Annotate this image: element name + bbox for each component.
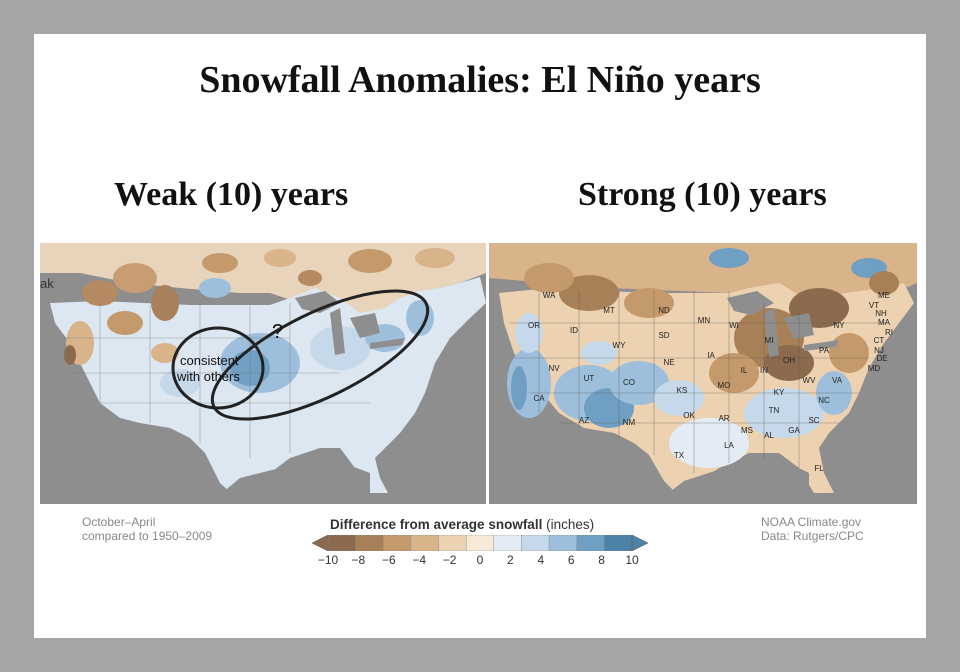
state-label-ia: IA	[707, 351, 715, 360]
state-label-mn: MN	[698, 316, 711, 325]
legend-unit: (inches)	[546, 517, 595, 532]
legend-tick-label: −6	[381, 553, 396, 567]
state-label-me: ME	[878, 291, 890, 300]
slide-title: Snowfall Anomalies: El Niño years	[199, 59, 761, 101]
state-label-az: AZ	[579, 416, 589, 425]
state-label-ct: CT	[874, 336, 885, 345]
legend-title-text: Difference from average snowfall	[330, 517, 543, 532]
legend-tick-label: −10	[317, 553, 339, 567]
state-label-md: MD	[868, 364, 881, 373]
colorbar-cell	[604, 535, 633, 551]
colorbar-cell	[465, 535, 495, 551]
state-label-de: DE	[876, 354, 887, 363]
state-label-ky: KY	[774, 388, 785, 397]
period-note: October–April compared to 1950–2009	[82, 515, 212, 543]
state-label-la: LA	[724, 441, 734, 450]
legend-tick-label: 4	[537, 553, 545, 567]
state-label-ma: MA	[878, 318, 891, 327]
state-label-va: VA	[832, 376, 843, 385]
state-label-ne: NE	[663, 358, 674, 367]
legend-tick-label: −2	[442, 553, 457, 567]
state-label-nv: NV	[548, 364, 560, 373]
source-note: NOAA Climate.gov Data: Rutgers/CPC	[761, 515, 864, 543]
state-label-ri: RI	[885, 328, 893, 337]
legend-tick-label: 0	[476, 553, 484, 567]
state-label-mi: MI	[765, 336, 774, 345]
colorbar-cell	[438, 535, 467, 551]
colorbar-cell	[521, 535, 550, 551]
state-label-ar: AR	[718, 414, 729, 423]
colorbar-cell	[327, 535, 356, 551]
weak-years-map: ? consistent with others ak	[40, 243, 486, 504]
state-label-wa: WA	[543, 291, 556, 300]
state-label-al: AL	[764, 431, 774, 440]
legend-tick-label: −4	[412, 553, 427, 567]
legend-tick-label: 8	[598, 553, 605, 567]
state-label-ny: NY	[833, 321, 845, 330]
source-note-line1: NOAA Climate.gov	[761, 515, 862, 529]
state-label-vt: VT	[869, 301, 879, 310]
state-label-nj: NJ	[874, 346, 884, 355]
state-label-nm: NM	[623, 418, 636, 427]
map-question-mark: ?	[272, 321, 283, 343]
state-label-ks: KS	[677, 386, 688, 395]
legend-title: Difference from average snowfall (inches…	[330, 517, 594, 532]
state-label-ok: OK	[683, 411, 695, 420]
legend-tick-label: 2	[507, 553, 514, 567]
state-label-ut: UT	[584, 374, 595, 383]
colorbar-cell	[576, 535, 605, 551]
legend-colorbar	[312, 535, 648, 551]
state-label-sd: SD	[658, 331, 669, 340]
state-label-in: IN	[760, 366, 768, 375]
colorbar-low-arrow	[312, 535, 329, 551]
state-label-or: OR	[528, 321, 540, 330]
colorbar-cell	[383, 535, 412, 551]
annotation-consistent: consistent	[180, 353, 239, 368]
state-label-il: IL	[741, 366, 748, 375]
state-label-nc: NC	[818, 396, 830, 405]
state-label-wv: WV	[803, 376, 817, 385]
colorbar-cell	[410, 535, 439, 551]
colorbar-cell	[493, 535, 522, 551]
weak-years-heading: Weak (10) years	[114, 176, 349, 213]
strong-years-map: WA OR ID MT ND SD WY MN WI MI NE NV UT CO IA IL IN OH PA NY…	[489, 243, 917, 504]
colorbar-high-arrow	[631, 535, 648, 551]
state-label-tn: TN	[769, 406, 780, 415]
annotation-with-others: with others	[176, 369, 240, 384]
legend-ticks: −10 −8 −6 −4 −2 0 2 4 6 8 10	[318, 553, 639, 569]
colorbar-cell	[548, 535, 577, 551]
state-label-sc: SC	[808, 416, 819, 425]
colorbar-cell	[355, 535, 384, 551]
state-label-wy: WY	[613, 341, 627, 350]
state-label-ca: CA	[533, 394, 545, 403]
state-label-fl: FL	[814, 464, 824, 473]
state-label-nh: NH	[875, 309, 887, 318]
state-label-tx: TX	[674, 451, 685, 460]
state-label-mo: MO	[718, 381, 731, 390]
strong-years-heading: Strong (10) years	[578, 176, 827, 213]
state-label-pa: PA	[819, 346, 830, 355]
period-note-line1: October–April	[82, 515, 156, 529]
state-label-id: ID	[570, 326, 578, 335]
map-edge-text: ak	[40, 276, 54, 291]
legend-tick-label: 6	[567, 553, 575, 567]
period-note-line2: compared to 1950–2009	[82, 529, 213, 543]
state-label-wi: WI	[729, 321, 739, 330]
state-label-ms: MS	[741, 426, 753, 435]
legend-tick-label: −8	[351, 553, 366, 567]
state-label-ga: GA	[788, 426, 800, 435]
legend-tick-label: 10	[625, 553, 639, 567]
state-label-co: CO	[623, 378, 635, 387]
state-label-oh: OH	[783, 356, 795, 365]
source-note-line2: Data: Rutgers/CPC	[761, 529, 864, 543]
state-label-mt: MT	[603, 306, 615, 315]
state-label-nd: ND	[658, 306, 670, 315]
